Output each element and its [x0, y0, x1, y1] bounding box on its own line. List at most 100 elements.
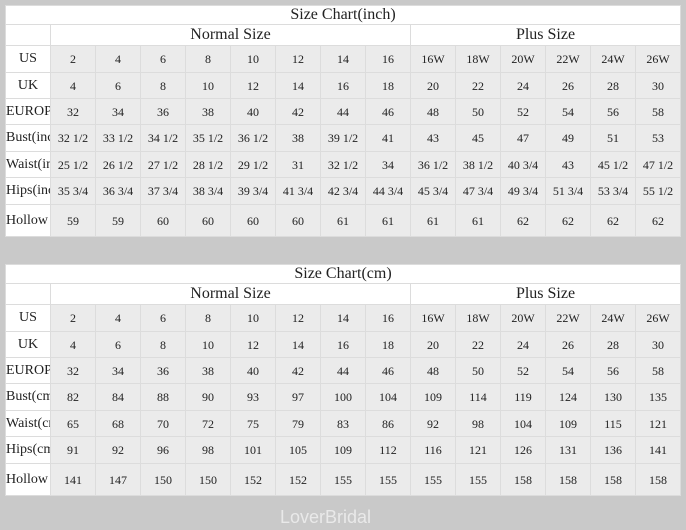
size-cell: 16: [320, 72, 366, 99]
size-cell: 4: [50, 331, 96, 358]
size-cell: 34: [95, 98, 141, 125]
size-cell: 38 3/4: [185, 177, 231, 205]
table-row: Hollow to Floor(cm)141147150150152152155…: [5, 463, 681, 496]
row-label: EUROPE: [5, 357, 51, 384]
size-cell: 10: [185, 72, 231, 99]
size-table: Size Chart(inch) Normal Size Plus Size US 2 4…: [5, 5, 681, 237]
size-cell: 39 3/4: [230, 177, 276, 205]
row-label: Hips(inch): [5, 177, 51, 205]
row-label: Waist(cm): [5, 410, 51, 437]
size-cell: 42 3/4: [320, 177, 366, 205]
size-cell: 109: [545, 410, 591, 437]
row-label: UK: [5, 72, 51, 99]
size-cell: 8: [140, 331, 186, 358]
row-label: Hollow to Floor(cm): [5, 463, 51, 496]
size-cell: 6: [95, 72, 141, 99]
size-cell: 44: [320, 98, 366, 125]
size-cell: 14: [320, 45, 366, 73]
size-cell: 12: [230, 72, 276, 99]
size-cell: 20W: [500, 45, 546, 73]
size-cell: 100: [320, 383, 366, 411]
size-cell: 141: [635, 436, 681, 464]
size-table: Size Chart(cm) Normal Size Plus Size US 2 4 6 8…: [5, 264, 681, 496]
size-cell: 34 1/2: [140, 124, 186, 152]
size-cell: 16: [320, 331, 366, 358]
size-cell: 22W: [545, 304, 591, 332]
size-cell: 40: [230, 357, 276, 384]
size-cell: 47 3/4: [455, 177, 501, 205]
plus-size-header: Plus Size: [410, 283, 681, 305]
size-cell: 96: [140, 436, 186, 464]
size-cell: 22W: [545, 45, 591, 73]
row-label: Bust(inch): [5, 124, 51, 152]
size-cell: 58: [635, 357, 681, 384]
table-row: US 2 4 6 8 10 12 14 16 16W 18W 20W 22W 24W 26W: [5, 45, 681, 73]
size-cell: 36: [140, 357, 186, 384]
size-cell: 18: [365, 331, 411, 358]
size-cell: 16: [365, 304, 411, 332]
size-cell: 61: [410, 204, 456, 237]
size-cell: 33 1/2: [95, 124, 141, 152]
size-cell: 60: [140, 204, 186, 237]
row-label: Bust(cm): [5, 383, 51, 411]
size-cell: 112: [365, 436, 411, 464]
size-cell: 104: [500, 410, 546, 437]
size-cell: 32: [50, 98, 96, 125]
size-cell: 45: [455, 124, 501, 152]
table-row: Bust(inch)32 1/233 1/234 1/235 1/236 1/2…: [5, 124, 681, 152]
size-cell: 124: [545, 383, 591, 411]
size-cell: 20: [410, 72, 456, 99]
size-cell: 104: [365, 383, 411, 411]
size-cell: 26W: [635, 45, 681, 73]
size-cell: 60: [275, 204, 321, 237]
size-cell: 68: [95, 410, 141, 437]
size-cell: 8: [185, 304, 231, 332]
size-cell: 70: [140, 410, 186, 437]
size-cell: 155: [320, 463, 366, 496]
size-cell: 38: [185, 98, 231, 125]
size-cell: 75: [230, 410, 276, 437]
size-cell: 141: [50, 463, 96, 496]
size-cell: 26: [545, 331, 591, 358]
size-cell: 158: [635, 463, 681, 496]
table-row: Bust(cm)82848890939710010410911411912413…: [5, 383, 681, 411]
size-cell: 152: [275, 463, 321, 496]
size-cell: 42: [275, 98, 321, 125]
empty-cell: [5, 283, 51, 305]
size-cell: 2: [50, 304, 96, 332]
size-cell: 4: [95, 304, 141, 332]
size-cell: 28 1/2: [185, 151, 231, 178]
size-cell: 56: [590, 98, 636, 125]
size-cell: 20W: [500, 304, 546, 332]
size-cell: 62: [590, 204, 636, 237]
size-cell: 30: [635, 331, 681, 358]
normal-size-header: Normal Size: [50, 24, 411, 46]
row-label: Hips(cm): [5, 436, 51, 464]
size-cell: 27 1/2: [140, 151, 186, 178]
size-cell: 116: [410, 436, 456, 464]
size-cell: 121: [635, 410, 681, 437]
table-row: EUROPE3234363840424446485052545658: [5, 98, 681, 125]
plus-size-header: Plus Size: [410, 24, 681, 46]
size-cell: 49: [545, 124, 591, 152]
size-cell: 62: [635, 204, 681, 237]
size-cell: 20: [410, 331, 456, 358]
size-cell: 86: [365, 410, 411, 437]
size-cell: 31: [275, 151, 321, 178]
size-cell: 25 1/2: [50, 151, 96, 178]
size-cell: 158: [545, 463, 591, 496]
size-cell: 52: [500, 357, 546, 384]
size-cell: 115: [590, 410, 636, 437]
size-cell: 29 1/2: [230, 151, 276, 178]
size-cell: 49 3/4: [500, 177, 546, 205]
size-cell: 38: [185, 357, 231, 384]
size-cell: 158: [590, 463, 636, 496]
size-cell: 60: [230, 204, 276, 237]
row-label: US: [5, 45, 51, 73]
size-cell: 38: [275, 124, 321, 152]
row-label: Waist(inch): [5, 151, 51, 178]
size-cell: 155: [455, 463, 501, 496]
size-cell: 47: [500, 124, 546, 152]
size-cell: 109: [320, 436, 366, 464]
size-cell: 62: [500, 204, 546, 237]
